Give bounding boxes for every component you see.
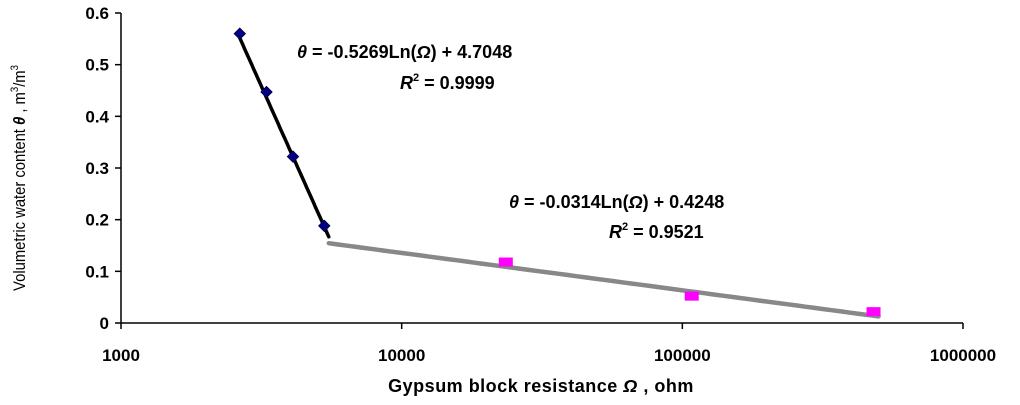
y-axis-title: Volumetric water content θ , m3/m3 bbox=[9, 65, 29, 291]
data-point-square bbox=[498, 257, 513, 267]
trendline-1-r2: R2 = 0.9999 bbox=[400, 72, 495, 93]
data-point-square bbox=[866, 307, 881, 317]
y-tick-label: 0.3 bbox=[85, 159, 109, 178]
trendline-2-r2: R2 = 0.9521 bbox=[609, 221, 704, 242]
data-point-diamond bbox=[286, 150, 300, 163]
x-tick-label: 100000 bbox=[654, 346, 711, 365]
x-axis-title: Gypsum block resistance Ω , ohm bbox=[388, 376, 694, 396]
data-point-diamond bbox=[233, 27, 247, 41]
data-point-diamond bbox=[317, 219, 331, 233]
y-tick-label: 0 bbox=[100, 314, 109, 333]
y-axis-ticks: 0 0.1 0.2 0.3 0.4 0.5 0.6 bbox=[85, 4, 121, 333]
y-tick-label: 0.5 bbox=[85, 56, 109, 75]
y-tick-label: 0.6 bbox=[85, 4, 109, 23]
x-tick-label: 1000 bbox=[102, 346, 140, 365]
y-tick-label: 0.4 bbox=[85, 107, 109, 126]
y-tick-label: 0.1 bbox=[85, 262, 109, 281]
data-markers bbox=[233, 27, 881, 317]
y-tick-label: 0.2 bbox=[85, 211, 109, 230]
trendline-1-equation: θ = -0.5269Ln(Ω) + 4.7048 bbox=[297, 42, 512, 62]
trendlines bbox=[238, 36, 881, 319]
trendline-2-equation: θ = -0.0314Ln(Ω) + 0.4248 bbox=[509, 192, 724, 212]
x-tick-label: 1000000 bbox=[930, 346, 996, 365]
data-point-diamond bbox=[260, 85, 273, 99]
trendline-2 bbox=[326, 240, 881, 319]
trendline-1 bbox=[238, 36, 331, 239]
x-tick-label: 10000 bbox=[378, 346, 425, 365]
x-axis-ticks: 1000 10000 100000 1000000 bbox=[102, 323, 996, 365]
data-point-square bbox=[684, 291, 699, 301]
